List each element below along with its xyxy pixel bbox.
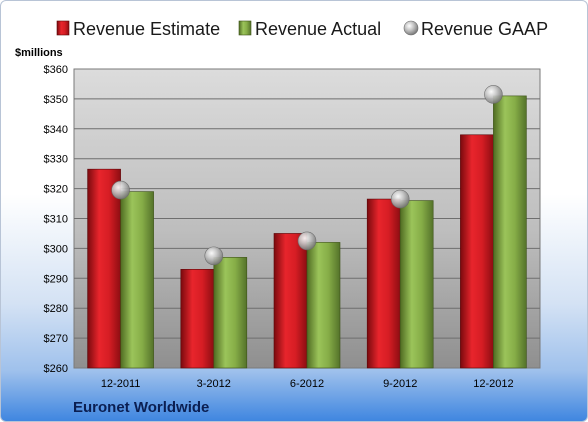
legend-label: Revenue GAAP: [421, 19, 548, 39]
legend-swatch: [403, 20, 419, 36]
legend-label: Revenue Estimate: [73, 19, 220, 39]
x-tick-label: 3-2012: [197, 378, 231, 390]
marker-revenue-gaap: [111, 180, 130, 200]
x-tick-label: 9-2012: [383, 378, 417, 390]
marker-revenue-gaap: [390, 189, 410, 209]
y-tick-label: $300: [44, 243, 68, 255]
y-tick-label: $290: [44, 273, 68, 285]
x-axis-ticks: 12-2011 3-2012 6-2012 9-2012 12-2012: [101, 378, 514, 390]
bar-revenue-actual: [213, 257, 248, 369]
y-tick-label: $320: [44, 184, 68, 196]
y-tick-label: $280: [44, 303, 68, 315]
x-tick-label: 12-2011: [101, 378, 141, 390]
y-tick-label: $270: [44, 333, 68, 345]
legend-swatch: [56, 20, 70, 36]
legend-swatch: [238, 20, 252, 36]
gaap-markers: [111, 85, 503, 266]
marker-revenue-gaap: [204, 246, 224, 266]
y-tick-label: $360: [44, 64, 68, 76]
bar-revenue-estimate: [460, 134, 494, 369]
y-tick-label: $310: [44, 214, 68, 226]
bar-revenue-actual: [120, 191, 154, 369]
y-tick-label: $340: [44, 124, 68, 136]
y-tick-label: $350: [44, 94, 68, 106]
bar-revenue-actual: [306, 242, 341, 369]
company-name: Euronet Worldwide: [73, 399, 210, 416]
y-axis-ticks: $260 $270 $280 $290 $300 $310 $320 $330 $340 $350…: [44, 64, 68, 375]
y-tick-label: $330: [44, 154, 68, 166]
bars: [87, 95, 527, 369]
legend-label: Revenue Actual: [255, 19, 381, 39]
legend: Revenue Estimate Revenue Actual Revenue GA…: [56, 19, 548, 39]
bar-revenue-estimate: [366, 198, 401, 369]
x-tick-label: 12-2012: [473, 378, 513, 390]
bar-revenue-estimate: [87, 168, 121, 369]
bar-revenue-estimate: [273, 233, 308, 369]
marker-revenue-gaap: [484, 85, 503, 104]
x-tick-label: 6-2012: [290, 378, 324, 390]
bar-revenue-actual: [493, 95, 527, 369]
y-tick-label: $260: [44, 363, 68, 375]
bar-revenue-estimate: [180, 269, 215, 369]
bar-revenue-actual: [399, 200, 434, 369]
y-unit-label: $millions: [15, 47, 63, 59]
marker-revenue-gaap: [297, 231, 317, 251]
